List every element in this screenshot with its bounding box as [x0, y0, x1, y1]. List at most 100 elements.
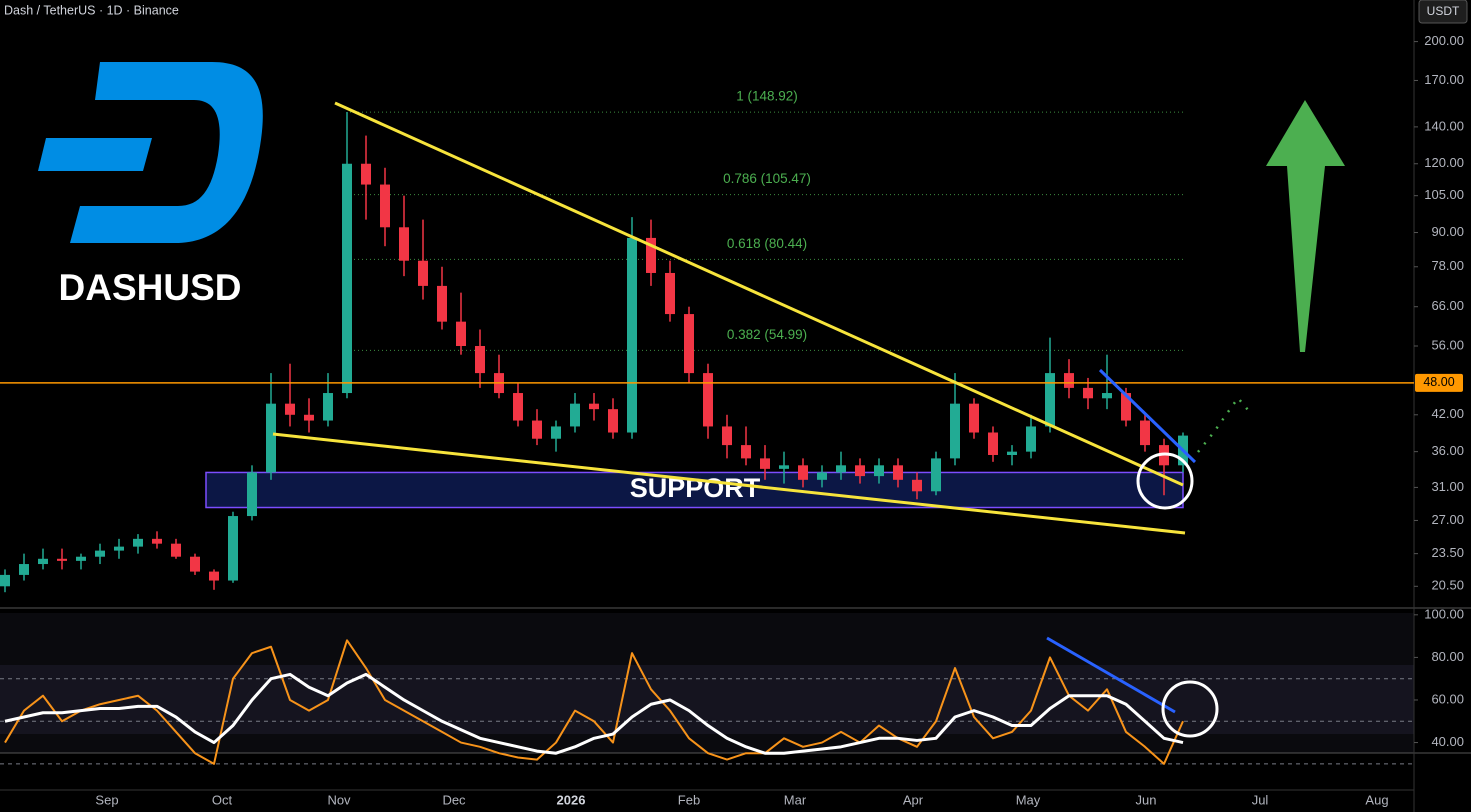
- x-tick-label: Feb: [678, 792, 700, 807]
- candle-body: [931, 458, 941, 492]
- y-tick-label: 105.00: [1424, 187, 1464, 202]
- candle-body: [380, 184, 390, 228]
- candle-body: [437, 285, 447, 322]
- y-tick-label: 40.00: [1431, 734, 1464, 749]
- logo-d: [70, 62, 263, 243]
- candle-body: [741, 445, 751, 459]
- fib-label: 0.382 (54.99): [727, 327, 807, 342]
- candle-body: [969, 403, 979, 433]
- y-tick-label: 60.00: [1431, 691, 1464, 706]
- candle-body: [418, 260, 428, 286]
- candle-body: [114, 546, 124, 551]
- candle-body: [304, 414, 314, 421]
- candle-body: [76, 556, 86, 561]
- candle-body: [342, 163, 352, 394]
- candle-body: [855, 465, 865, 477]
- y-tick-label: 42.00: [1431, 406, 1464, 421]
- x-tick-label: Sep: [95, 792, 118, 807]
- candle-body: [608, 409, 618, 433]
- up-arrow: [1266, 100, 1345, 352]
- candle-body: [874, 465, 884, 477]
- candle-body: [0, 574, 10, 587]
- candle-body: [532, 420, 542, 439]
- y-tick-label: 78.00: [1431, 258, 1464, 273]
- candle-body: [1102, 393, 1112, 399]
- y-tick-label: 36.00: [1431, 443, 1464, 458]
- y-tick-label: 66.00: [1431, 298, 1464, 313]
- y-tick-label: 120.00: [1424, 155, 1464, 170]
- y-tick-label: 20.50: [1431, 578, 1464, 593]
- rsi-line: [4, 639, 1184, 765]
- y-tick-label: 90.00: [1431, 224, 1464, 239]
- candle-body: [893, 465, 903, 480]
- candle-body: [1026, 426, 1036, 452]
- trendline: [272, 432, 1186, 535]
- candle-body: [247, 472, 257, 517]
- x-tick-label: Apr: [903, 792, 924, 807]
- candle-body: [285, 403, 295, 415]
- candle-body: [779, 465, 789, 469]
- candle-body: [228, 516, 238, 581]
- y-tick-label: 170.00: [1424, 72, 1464, 87]
- highlight-circle: [1136, 452, 1194, 510]
- y-tick-label: 80.00: [1431, 649, 1464, 664]
- x-tick-label: Oct: [212, 792, 233, 807]
- x-tick-label: Mar: [784, 792, 807, 807]
- x-tick-label: Jul: [1252, 792, 1269, 807]
- x-tick-label: Nov: [327, 792, 351, 807]
- fib-label: 0.618 (80.44): [727, 236, 807, 251]
- candle-body: [627, 237, 637, 433]
- candle-body: [760, 458, 770, 469]
- x-tick-label: Dec: [442, 792, 466, 807]
- candle-body: [1007, 451, 1017, 455]
- candle-body: [456, 321, 466, 346]
- candle-body: [190, 556, 200, 572]
- y-tick-label: 27.00: [1431, 512, 1464, 527]
- candle-body: [57, 558, 67, 561]
- candle-body: [399, 227, 409, 261]
- candle-body: [95, 550, 105, 557]
- y-tick-label: 56.00: [1431, 337, 1464, 352]
- y-tick-label: 23.50: [1431, 545, 1464, 560]
- candle-body: [551, 426, 561, 439]
- highlight-circle: [1161, 680, 1219, 738]
- projection: [1197, 395, 1249, 453]
- logo: [38, 62, 263, 243]
- candle-body: [836, 465, 846, 473]
- y-tick-label: 200.00: [1424, 33, 1464, 48]
- x-tick-label: Jun: [1136, 792, 1157, 807]
- candle-body: [19, 564, 29, 575]
- fib-label: 0.786 (105.47): [723, 171, 811, 186]
- candle-body: [665, 272, 675, 315]
- candle-body: [1083, 387, 1093, 399]
- candle-body: [817, 472, 827, 480]
- trendline: [334, 101, 1184, 487]
- x-tick-label: May: [1016, 792, 1041, 807]
- candle-body: [684, 314, 694, 374]
- candle-body: [950, 403, 960, 459]
- candle-body: [475, 345, 485, 374]
- candle-body: [133, 538, 143, 547]
- candle-body: [323, 393, 333, 421]
- candle-body: [912, 479, 922, 492]
- candle-body: [646, 237, 656, 273]
- trendline: [1098, 368, 1197, 464]
- y-tick-label: 140.00: [1424, 118, 1464, 133]
- candle-body: [361, 163, 371, 185]
- x-tick-label: 2026: [557, 792, 586, 807]
- candle-body: [1064, 373, 1074, 388]
- y-tick-label: 31.00: [1431, 479, 1464, 494]
- candle-body: [703, 373, 713, 427]
- candle-body: [513, 393, 523, 421]
- candle-body: [988, 432, 998, 455]
- price-label: 48.00: [1423, 375, 1454, 389]
- fib-label: 1 (148.92): [736, 89, 798, 104]
- candle-body: [1121, 393, 1131, 421]
- candle-body: [209, 571, 219, 581]
- logo-dash: [38, 138, 152, 171]
- candle-body: [152, 538, 162, 544]
- x-tick-label: Aug: [1365, 792, 1388, 807]
- logo-text: DASHUSD: [59, 267, 242, 308]
- candle-body: [38, 558, 48, 565]
